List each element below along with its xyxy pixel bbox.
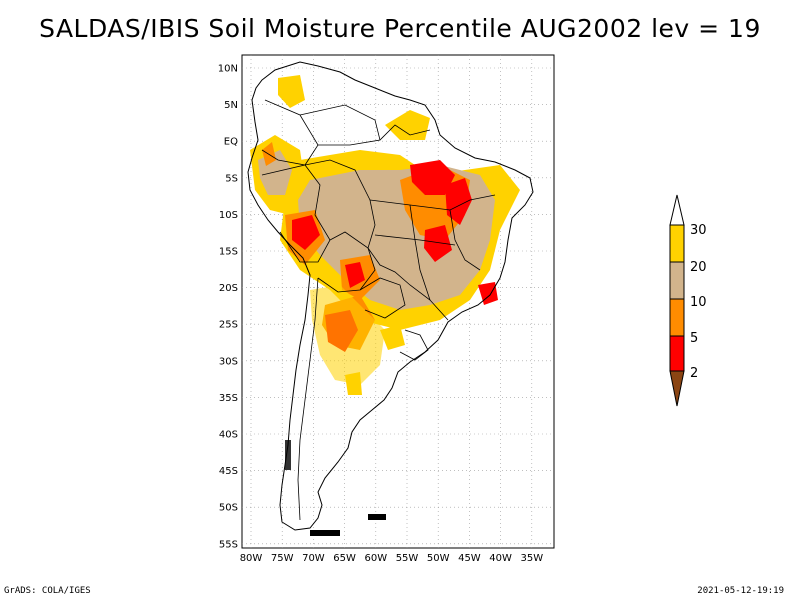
lat-label: 5S: [225, 173, 238, 184]
footer-timestamp: 2021-05-12-19:19: [697, 586, 784, 596]
colorbar-label-20: 20: [690, 260, 707, 275]
island-falklands: [368, 514, 386, 520]
lon-label: 75W: [271, 553, 294, 564]
shade-yellow-south: [310, 285, 385, 385]
colorbar-seg-2-5: [669, 335, 685, 372]
border-brazil-states-2: [409, 204, 431, 301]
lon-label: 80W: [240, 553, 263, 564]
shade-red-east: [445, 178, 472, 225]
lon-label: 65W: [333, 553, 356, 564]
lat-label: 10S: [219, 210, 238, 221]
shade-red-northeast: [410, 160, 455, 195]
lat-label: 25S: [219, 320, 238, 331]
shade-yellow-pampas: [345, 372, 362, 395]
shade-yellow-uruguay: [380, 325, 405, 350]
lon-label: 60W: [364, 553, 387, 564]
lat-label: 10N: [218, 64, 238, 75]
footer-credit: GrADS: COLA/IGES: [4, 586, 91, 596]
longitude-labels: 80W 75W 70W 65W 60W 55W 50W 45W 40W 35W: [240, 553, 544, 564]
border-venezuela: [299, 104, 381, 146]
shade-red-west: [292, 215, 320, 250]
latitude-labels: 10N 5N EQ 5S 10S 15S 20S 25S 30S 35S 40S 45S 50S 55S: [218, 64, 238, 551]
map-title: SALDAS/IBIS Soil Moisture Percentile AUG…: [39, 14, 761, 43]
lat-label: 5N: [224, 100, 238, 111]
lat-label: EQ: [224, 137, 238, 148]
colorbar-label-10: 10: [690, 295, 707, 310]
lat-label: 20S: [219, 283, 238, 294]
border-brazil-states-4: [374, 234, 456, 246]
shade-yellow-venezuela: [278, 75, 305, 108]
lat-label: 35S: [219, 393, 238, 404]
border-chile-argentina: [297, 277, 319, 521]
lat-label: 30S: [219, 356, 238, 367]
south-america-outline: [247, 61, 534, 531]
country-borders: [261, 99, 496, 521]
lat-label: 55S: [219, 539, 238, 550]
lon-label: 55W: [396, 553, 419, 564]
lon-label: 40W: [489, 553, 512, 564]
border-peru: [261, 164, 331, 263]
border-bolivia: [317, 231, 376, 293]
lon-label: 35W: [520, 553, 543, 564]
border-guianas: [379, 124, 431, 141]
island-chiloe: [285, 440, 291, 470]
lon-label: 50W: [427, 553, 450, 564]
shade-red-central-east: [424, 225, 452, 262]
lat-label: 50S: [219, 503, 238, 514]
colorbar-seg-5-10: [669, 298, 685, 337]
colorbar-cap-top: [669, 194, 685, 226]
islands: [285, 440, 386, 536]
colorbar-label-30: 30: [690, 223, 707, 238]
lat-label: 40S: [219, 430, 238, 441]
colorbar-label-5: 5: [690, 331, 698, 346]
lat-label: 45S: [219, 466, 238, 477]
lon-label: 70W: [302, 553, 325, 564]
border-paraguay: [359, 277, 406, 319]
percentile-shading: [250, 75, 520, 395]
border-uruguay: [399, 329, 429, 361]
border-brazil-states-3: [449, 209, 481, 271]
colorbar: 30 20 10 5 2: [669, 194, 707, 407]
colorbar-seg-10-20: [669, 261, 685, 300]
border-colombia: [261, 99, 319, 166]
lon-label: 45W: [458, 553, 481, 564]
coastline: [247, 61, 534, 531]
island-tierra-del-fuego: [310, 530, 340, 536]
colorbar-seg-20-30: [669, 224, 685, 263]
colorbar-cap-bottom: [669, 370, 685, 407]
shade-red-coast: [478, 282, 498, 305]
lat-label: 15S: [219, 247, 238, 258]
shade-red-chaco: [345, 262, 365, 288]
colorbar-label-2: 2: [690, 366, 698, 381]
